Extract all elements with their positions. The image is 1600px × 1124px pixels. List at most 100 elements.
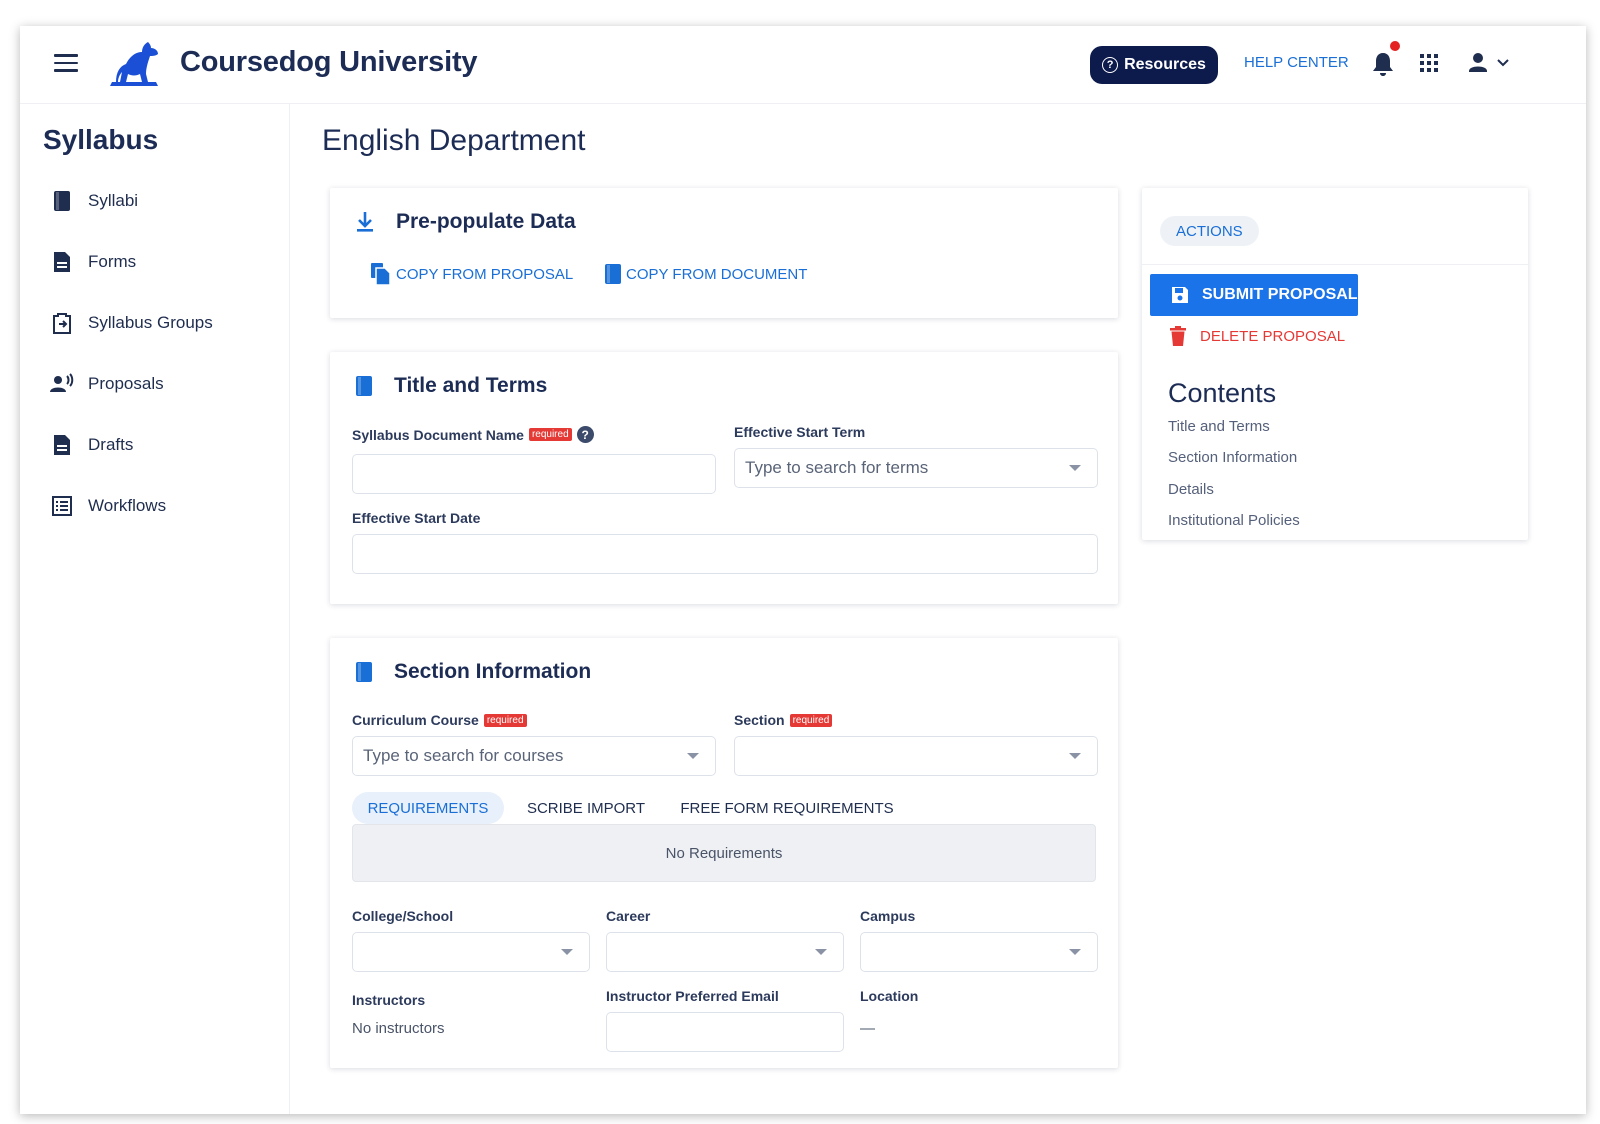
book-icon [356,662,372,682]
copy-from-document-label: COPY FROM DOCUMENT [626,265,808,283]
coursedog-logo-icon [110,42,158,86]
required-badge: required [483,713,527,727]
prepopulate-title: Pre-populate Data [396,210,576,233]
sidebar-item-forms[interactable]: Forms [50,247,136,277]
sidebar-item-label: Forms [88,252,137,271]
actions-tab[interactable]: ACTIONS [1160,216,1259,246]
curriculum-course-placeholder: Type to search for courses [363,746,564,765]
instructor-email-label: Instructor Preferred Email [606,988,779,1004]
book-icon [605,264,621,284]
campus-select[interactable] [860,932,1098,972]
title-terms-card: Title and Terms Syllabus Document Name r… [330,352,1118,604]
person-voice-icon [50,372,74,396]
help-circle-icon: ? [1102,57,1119,73]
document-icon [50,433,74,457]
prepopulate-header: Pre-populate Data [354,210,576,234]
section-info-card: Section Information Curriculum Course re… [330,638,1118,1068]
top-bar: Coursedog University ? Resources HELP CE… [20,26,1586,104]
sidebar-item-drafts[interactable]: Drafts [50,430,133,460]
curriculum-course-label-text: Curriculum Course [352,712,479,728]
sidebar-item-label: Workflows [88,496,167,515]
copy-icon [371,263,391,286]
title-terms-title: Title and Terms [394,374,548,397]
apps-grid-icon[interactable] [1420,54,1438,72]
chevron-down-icon [815,949,827,955]
help-center-link[interactable]: HELP CENTER [1244,54,1349,71]
career-label: Career [606,908,651,924]
required-badge: required [528,428,572,441]
divider [1142,264,1528,265]
curriculum-course-select[interactable]: Type to search for courses [352,736,716,776]
location-label: Location [860,988,919,1004]
section-label-text: Section [734,712,785,728]
sidebar-item-workflows[interactable]: Workflows [50,491,166,521]
title-terms-header: Title and Terms [354,374,547,398]
required-badge: required [789,713,833,727]
curriculum-course-label: Curriculum Course required [352,712,527,728]
section-info-header: Section Information [354,660,591,684]
save-icon [1172,287,1188,303]
contents-link-details[interactable]: Details [1168,481,1214,498]
sidebar-item-label: Drafts [88,435,134,454]
notification-badge [1390,41,1400,51]
college-label: College/School [352,908,454,924]
start-term-placeholder: Type to search for terms [745,458,929,477]
instructors-value: No instructors [352,1020,445,1037]
document-icon [50,250,74,274]
instructor-email-input[interactable] [606,1012,844,1052]
brand-name: Coursedog University [180,46,478,78]
sidebar-item-proposals[interactable]: Proposals [50,369,164,399]
prepopulate-card: Pre-populate Data COPY FROM PROPOSAL COP… [330,188,1118,318]
location-value: — [860,1020,875,1037]
hamburger-menu-icon[interactable] [54,54,78,72]
sidebar-title: Syllabus [43,124,159,155]
contents-link-section-info[interactable]: Section Information [1168,449,1298,466]
chevron-down-icon [1069,753,1081,759]
chevron-down-icon [687,753,699,759]
start-term-select[interactable]: Type to search for terms [734,448,1098,488]
no-requirements-panel: No Requirements [352,824,1096,882]
contents-link-title-terms[interactable]: Title and Terms [1168,418,1270,435]
bell-icon[interactable] [1370,50,1396,78]
page-title: English Department [322,124,586,157]
actions-panel: ACTIONS SUBMIT PROPOSAL DELETE PROPOSAL … [1142,188,1528,540]
download-icon [357,212,373,232]
career-select[interactable] [606,932,844,972]
chevron-down-icon [1069,465,1081,471]
college-select[interactable] [352,932,590,972]
start-term-label: Effective Start Term [734,424,866,440]
sidebar-item-syllabus-groups[interactable]: Syllabus Groups [50,308,213,338]
section-select[interactable] [734,736,1098,776]
chevron-down-icon [561,949,573,955]
book-icon [50,189,74,213]
copy-from-document-button[interactable]: COPY FROM DOCUMENT [604,262,807,286]
sidebar-item-syllabi[interactable]: Syllabi [50,186,138,216]
book-icon [356,376,372,396]
resources-button[interactable]: ? Resources [1090,46,1218,84]
trash-icon [1170,326,1186,346]
start-date-label: Effective Start Date [352,510,481,526]
sidebar-item-label: Syllabus Groups [88,313,213,332]
help-icon[interactable]: ? [576,426,594,443]
doc-name-label: Syllabus Document Name required ? [352,426,594,443]
chevron-down-icon [1069,949,1081,955]
copy-from-proposal-button[interactable]: COPY FROM PROPOSAL [370,262,573,286]
contents-title: Contents [1168,378,1277,408]
submit-proposal-button[interactable]: SUBMIT PROPOSAL [1150,274,1358,316]
start-date-input[interactable] [352,534,1098,574]
user-menu-icon[interactable] [1468,52,1516,74]
delete-proposal-label: DELETE PROPOSAL [1200,327,1346,345]
doc-name-input[interactable] [352,454,716,494]
sidebar-item-label: Syllabi [88,191,139,210]
sidebar: Syllabus Syllabi Forms Syllabus Groups P… [20,104,290,1114]
doc-name-label-text: Syllabus Document Name [352,426,524,443]
tab-scribe-import[interactable]: SCRIBE IMPORT [526,799,646,817]
tab-requirements[interactable]: REQUIREMENTS [352,792,504,824]
tab-free-form-requirements[interactable]: FREE FORM REQUIREMENTS [680,799,894,817]
instructors-label: Instructors [352,992,426,1008]
sidebar-item-label: Proposals [88,374,164,393]
delete-proposal-button[interactable]: DELETE PROPOSAL [1170,326,1345,346]
section-label: Section required [734,712,833,728]
clipboard-transfer-icon [50,311,74,335]
contents-link-institutional-policies[interactable]: Institutional Policies [1168,512,1300,529]
